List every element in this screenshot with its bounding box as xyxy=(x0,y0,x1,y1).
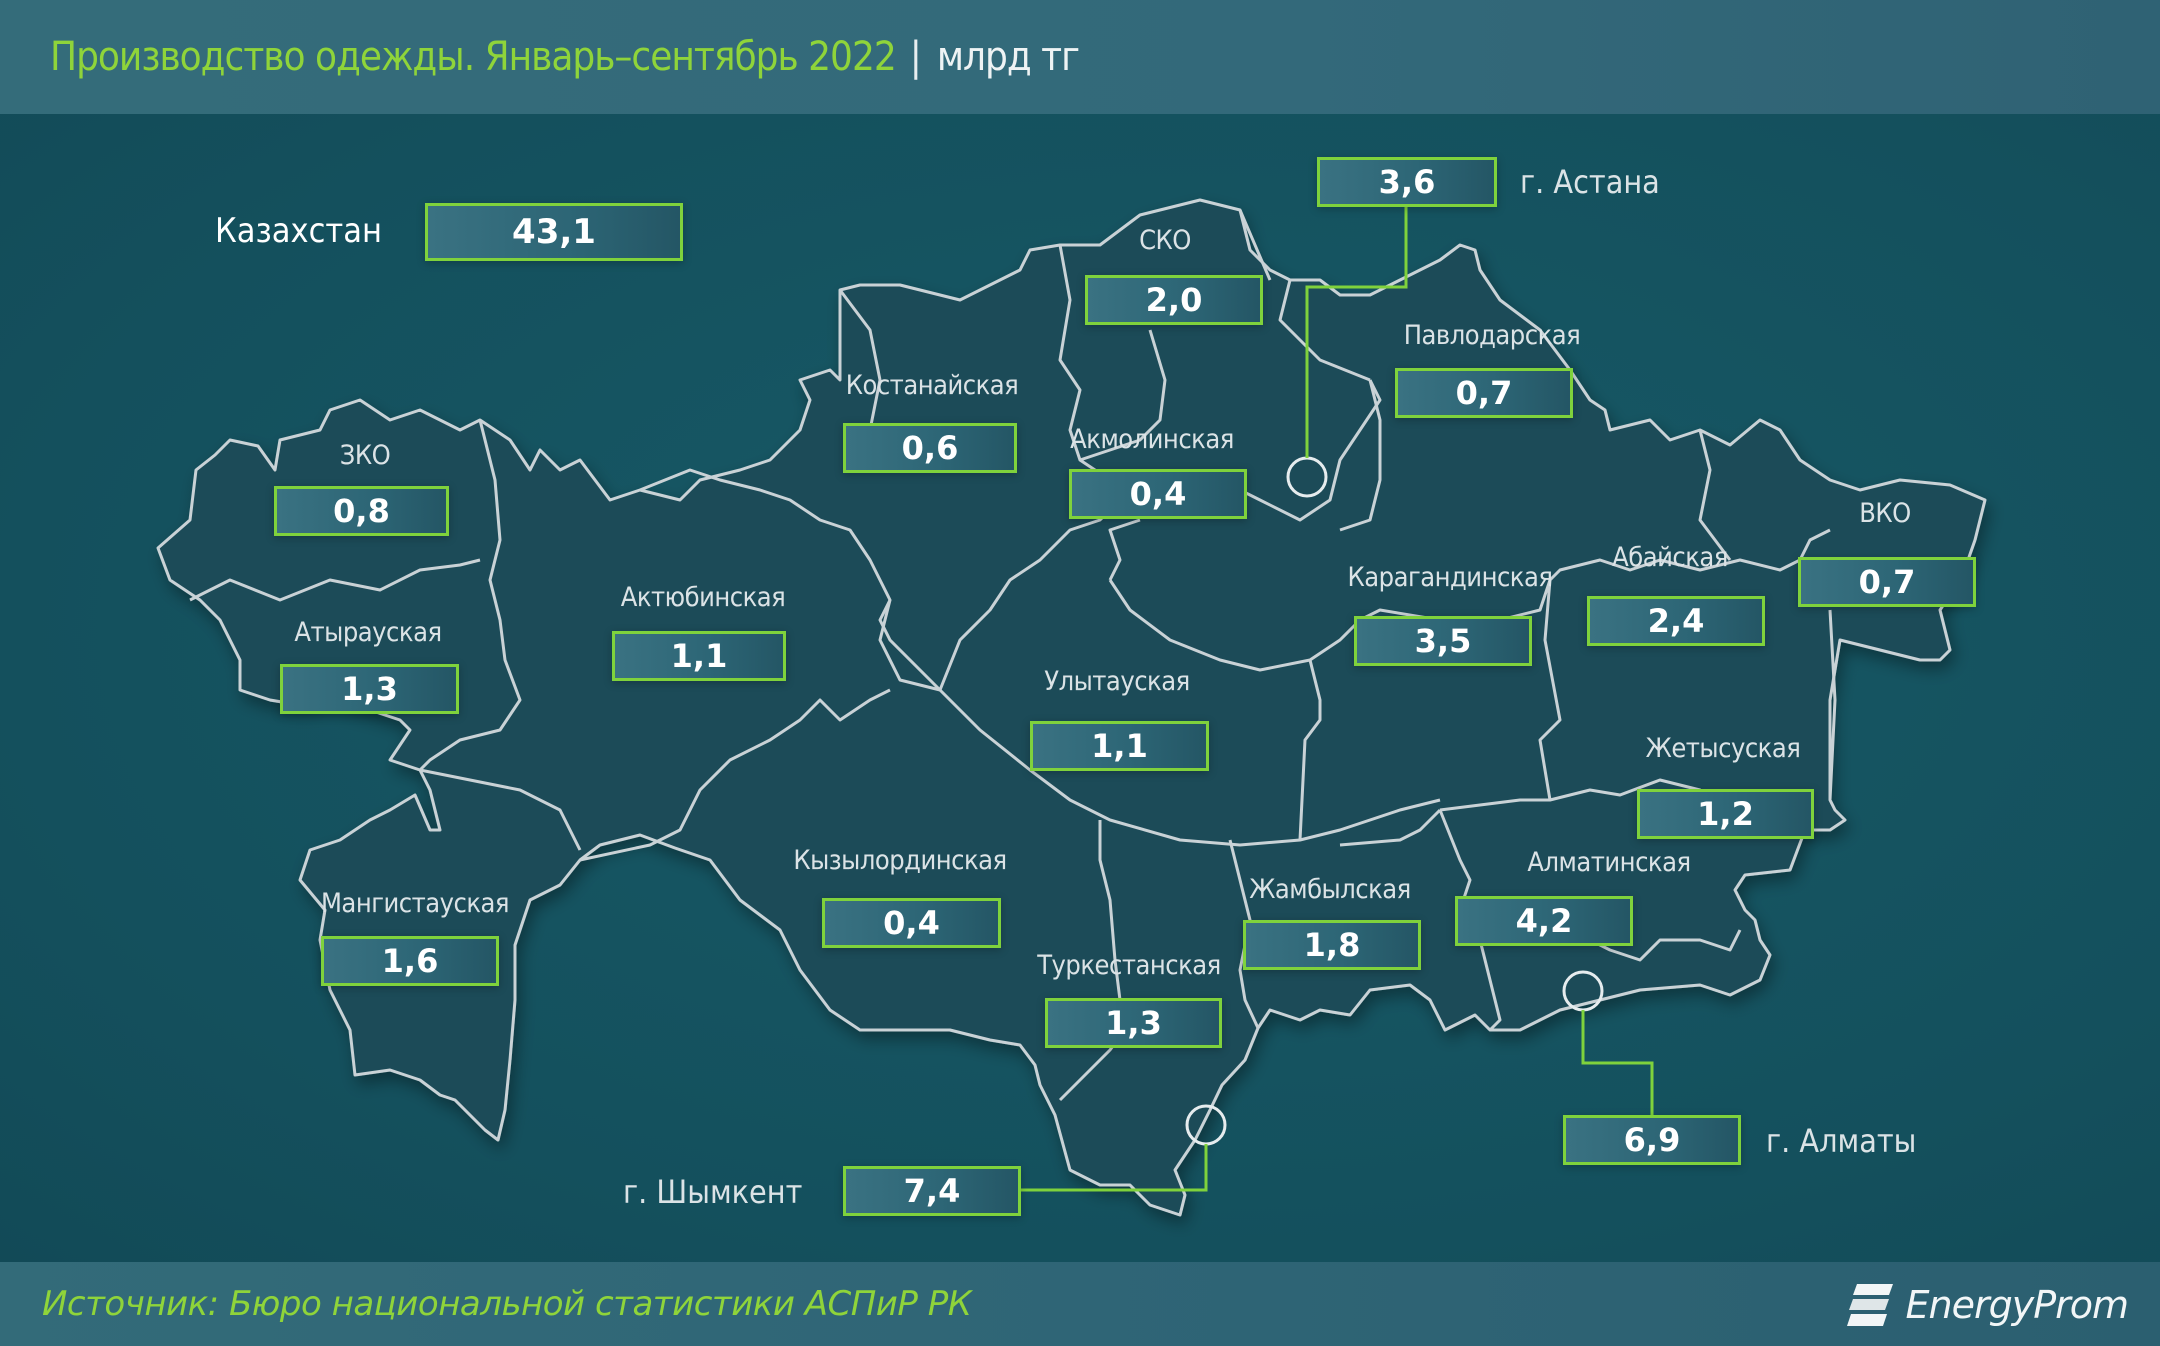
region-label-mangystau: Мангистауская xyxy=(320,888,510,919)
city-value-almaty: 6,9 xyxy=(1563,1115,1741,1165)
region-value-atyrau: 1,3 xyxy=(280,664,459,714)
city-value-shymkent: 7,4 xyxy=(843,1166,1021,1216)
region-value-akmola: 0,4 xyxy=(1069,469,1247,519)
region-value-karaganda: 3,5 xyxy=(1354,616,1532,666)
region-value-zhambyl: 1,8 xyxy=(1243,920,1421,970)
region-label-akmola: Акмолинская xyxy=(1070,424,1234,455)
region-value-vko: 0,7 xyxy=(1798,557,1976,607)
region-value-zko: 0,8 xyxy=(274,486,449,536)
region-value-kostanay: 0,6 xyxy=(843,423,1017,473)
city-label-almaty: г. Алматы xyxy=(1766,1122,1917,1160)
astana-leader xyxy=(1305,207,1408,458)
region-value-zhetysu: 1,2 xyxy=(1637,789,1814,839)
region-label-abay: Абайская xyxy=(1612,542,1728,573)
leader-lines xyxy=(1021,207,1654,1192)
region-value-pavlodar: 0,7 xyxy=(1395,368,1573,418)
region-label-kyzylorda: Кызылординская xyxy=(793,845,1007,876)
region-label-almaty-oblast: Алматинская xyxy=(1527,847,1691,878)
city-label-shymkent: г. Шымкент xyxy=(623,1173,803,1211)
region-value-abay: 2,4 xyxy=(1587,596,1765,646)
chart-title: Производство одежды. Январь–сентябрь 202… xyxy=(50,32,1080,82)
city-value-astana: 3,6 xyxy=(1317,157,1497,207)
footer-bar: Источник: Бюро национальной статистики А… xyxy=(0,1262,2160,1346)
source-note: Источник: Бюро национальной статистики А… xyxy=(42,1284,972,1324)
region-label-karaganda: Карагандинская xyxy=(1347,562,1553,593)
total-value-box: 43,1 xyxy=(425,203,683,261)
region-label-zhetysu: Жетысуская xyxy=(1645,733,1801,764)
region-value-ulytau: 1,1 xyxy=(1030,721,1209,771)
header-bar: Производство одежды. Январь–сентябрь 202… xyxy=(0,0,2160,114)
region-label-atyrau: Атырауская xyxy=(294,617,442,648)
region-label-ulytau: Улытауская xyxy=(1044,666,1190,697)
title-text: Производство одежды. Январь–сентябрь 202… xyxy=(50,34,897,80)
region-label-vko: ВКО xyxy=(1859,498,1911,529)
title-separator: | xyxy=(909,34,922,80)
region-value-sko: 2,0 xyxy=(1085,275,1263,325)
region-label-kostanay: Костанайская xyxy=(845,370,1019,401)
energyprom-logo-icon xyxy=(1847,1284,1894,1326)
total-label: Казахстан xyxy=(215,211,382,251)
region-label-sko: СКО xyxy=(1139,225,1191,256)
region-label-pavlodar: Павлодарская xyxy=(1403,320,1581,351)
almaty-leader xyxy=(1581,1010,1654,1115)
region-borders xyxy=(189,209,1837,1102)
country-outline xyxy=(156,198,1987,1217)
region-value-mangystau: 1,6 xyxy=(321,936,499,986)
region-label-zhambyl: Жамбылская xyxy=(1249,874,1411,905)
region-label-zko: ЗКО xyxy=(339,440,391,471)
region-label-aktobe: Актюбинская xyxy=(620,582,786,613)
region-value-turkestan: 1,3 xyxy=(1045,998,1222,1048)
region-value-kyzylorda: 0,4 xyxy=(822,898,1001,948)
region-label-turkestan: Туркестанская xyxy=(1037,950,1221,981)
energyprom-logo: EnergyProm xyxy=(1847,1280,2129,1330)
city-label-astana: г. Астана xyxy=(1520,163,1660,201)
region-value-almaty-oblast: 4,2 xyxy=(1455,896,1633,946)
title-unit: млрд тг xyxy=(936,34,1080,80)
logo-text: EnergyProm xyxy=(1905,1283,2129,1327)
region-value-aktobe: 1,1 xyxy=(612,631,786,681)
shymkent-leader xyxy=(1021,1144,1208,1192)
